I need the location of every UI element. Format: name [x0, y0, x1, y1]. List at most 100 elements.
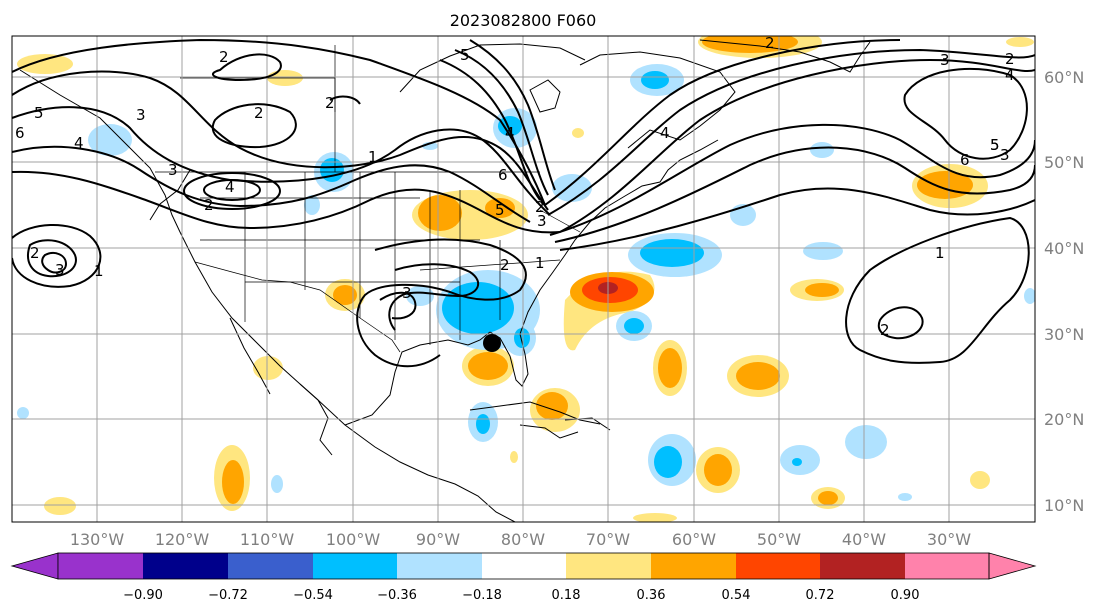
contour-line	[12, 70, 549, 211]
contour-label: 1	[368, 148, 378, 166]
lat-label: 40°N	[1044, 239, 1084, 258]
contour-label: 5	[34, 104, 44, 122]
lat-label: 60°N	[1044, 68, 1084, 87]
colorbar-tick-label: 0.18	[552, 588, 581, 603]
contour-label: 3	[55, 261, 65, 279]
contour-label: 1	[94, 262, 104, 280]
contour-line	[379, 291, 417, 320]
contour-line	[877, 306, 924, 340]
lon-label: 60°W	[672, 530, 716, 549]
colorbar-segment	[58, 553, 143, 579]
coastlines	[19, 39, 871, 522]
negative-anomaly-area	[803, 242, 843, 260]
contour-line	[559, 187, 1035, 251]
contour-label: 5	[495, 201, 505, 219]
contour-line	[203, 179, 261, 201]
negative-anomaly-area	[17, 407, 29, 419]
contour-label: 2	[204, 196, 214, 214]
positive-anomaly-area	[17, 54, 73, 74]
lat-label: 20°N	[1044, 410, 1084, 429]
contour-line	[41, 252, 68, 274]
contour-line	[439, 59, 541, 201]
contour-label: 3	[537, 212, 547, 230]
positive-anomaly-area	[818, 491, 838, 505]
negative-anomaly-area	[810, 142, 834, 158]
borders	[155, 45, 581, 353]
contour-line	[388, 263, 480, 331]
contour-line	[12, 224, 102, 288]
colorbar-segment	[143, 553, 228, 579]
colorbar-tick-label: 0.90	[891, 588, 920, 603]
contour-label: 4	[1005, 66, 1015, 84]
contour-line	[544, 39, 901, 206]
contour-label: 1	[535, 254, 545, 272]
negative-anomaly-area	[792, 458, 802, 466]
lon-label: 50°W	[757, 530, 801, 549]
positive-anomaly-area	[222, 460, 244, 504]
contour-line	[211, 103, 297, 149]
contour-line	[554, 146, 1035, 243]
positive-anomaly-area	[253, 356, 283, 380]
positive-anomaly-area	[572, 128, 584, 138]
colorbar-segment	[566, 553, 651, 579]
lon-label: 100°W	[326, 530, 381, 549]
map-title: 2023082800 F060	[450, 11, 597, 30]
colorbar-tick-label: −0.90	[123, 588, 163, 603]
lon-label: 80°W	[501, 530, 545, 549]
contour-line	[454, 49, 549, 196]
contour-line	[329, 95, 361, 105]
contour-line	[12, 145, 531, 223]
colorbar-tick-label: 0.54	[722, 588, 751, 603]
contour-line	[559, 58, 1035, 233]
positive-anomaly-area	[658, 348, 682, 388]
contour-label: 2	[880, 321, 890, 339]
positive-anomaly-area	[485, 198, 515, 218]
colorbar-tick-label: −0.54	[293, 588, 333, 603]
colorbar: −0.90 −0.72 −0.54 −0.36 −0.18 0.18 0.36 …	[10, 552, 1037, 603]
contour-line	[845, 216, 1030, 364]
negative-anomaly-area	[406, 286, 434, 306]
lat-label: 30°N	[1044, 325, 1084, 344]
lon-label: 40°W	[842, 530, 886, 549]
contour-label: 3	[940, 51, 950, 69]
positive-anomaly-area	[44, 497, 76, 515]
contour-label: 2	[500, 256, 510, 274]
contour-label: 3	[402, 284, 412, 302]
negative-anomaly-area	[640, 239, 704, 267]
contour-line	[356, 238, 527, 368]
negative-anomaly-area	[624, 318, 644, 334]
colorbar-segment	[651, 553, 736, 579]
positive-anomaly-area	[1006, 37, 1034, 47]
negative-anomaly-area	[271, 475, 283, 493]
contour-line	[12, 170, 561, 234]
positive-anomaly-area	[536, 392, 568, 420]
negative-anomaly-area	[654, 446, 682, 478]
contour-label: 4	[74, 134, 84, 152]
colorbar-segment	[482, 553, 566, 579]
lat-label: 10°N	[1044, 496, 1084, 515]
contour-line	[27, 239, 77, 278]
lat-label: 50°N	[1044, 153, 1084, 172]
negative-anomaly-area	[552, 174, 592, 202]
lon-label: 110°W	[240, 530, 295, 549]
contour-line	[903, 67, 1028, 160]
contour-line	[183, 172, 281, 210]
negative-anomaly-area	[498, 116, 522, 136]
colorbar-extend-max	[988, 552, 1037, 580]
contour-label: 3	[136, 106, 146, 124]
contour-label: 3	[168, 161, 178, 179]
lon-label: 90°W	[416, 530, 460, 549]
map-content: 2 3 4 5 6 2 1 3 2 4 2 3 3 1 2 5 4 6 5 2 …	[12, 36, 1035, 522]
colorbar-extend-min	[10, 552, 59, 580]
contour-label: 2	[325, 94, 335, 112]
contour-label: 6	[15, 124, 25, 142]
contour-line	[212, 53, 282, 82]
colorbar-tick-label: 0.72	[806, 588, 835, 603]
negative-anomaly-area	[476, 414, 490, 434]
contour-label: 5	[990, 136, 1000, 154]
contour-label: 2	[254, 104, 264, 122]
location-marker	[483, 334, 501, 352]
colorbar-segment	[397, 553, 482, 579]
lon-labels: 130°W 120°W 110°W 100°W 90°W 80°W 70°W 6…	[70, 530, 971, 549]
